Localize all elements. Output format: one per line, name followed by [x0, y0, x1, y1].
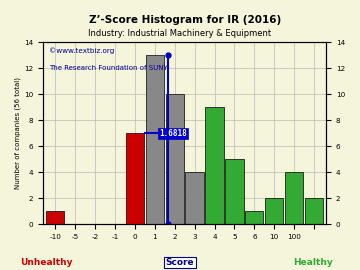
Bar [145, 55, 164, 224]
Text: The Research Foundation of SUNY: The Research Foundation of SUNY [49, 65, 168, 71]
Text: 1.6818: 1.6818 [159, 129, 187, 138]
Bar [205, 107, 224, 224]
Bar [126, 133, 144, 224]
Bar [225, 159, 244, 224]
Bar [185, 173, 204, 224]
Text: Healthy: Healthy [293, 258, 333, 267]
Text: Unhealthy: Unhealthy [21, 258, 73, 267]
Text: ©www.textbiz.org: ©www.textbiz.org [49, 47, 114, 54]
Bar [245, 211, 264, 224]
Bar [305, 198, 323, 224]
Bar [285, 173, 303, 224]
Text: Industry: Industrial Machinery & Equipment: Industry: Industrial Machinery & Equipme… [89, 29, 271, 38]
Bar [265, 198, 283, 224]
Title: Z’-Score Histogram for IR (2016): Z’-Score Histogram for IR (2016) [89, 15, 281, 25]
Text: Score: Score [166, 258, 194, 267]
Bar [166, 94, 184, 224]
Bar [46, 211, 64, 224]
Y-axis label: Number of companies (56 total): Number of companies (56 total) [15, 77, 22, 190]
